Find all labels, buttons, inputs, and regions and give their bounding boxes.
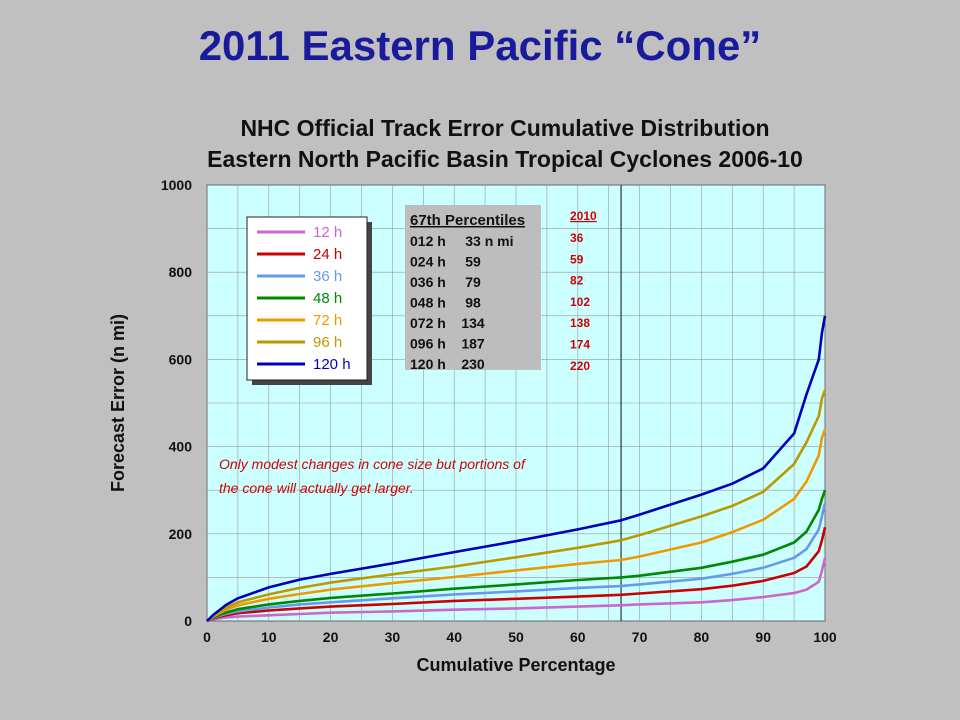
x-tick-label: 40 [446,629,462,645]
x-tick-label: 60 [570,629,586,645]
series-line-24h [206,526,827,623]
series-line-96h [206,389,827,622]
percentile-table-header: 67th Percentiles [410,212,525,229]
legend-label: 24 h [313,246,342,263]
legend-label: 48 h [313,290,342,307]
chart-title: NHC Official Track Error Cumulative Dist… [240,115,769,141]
series-line-120h [206,315,827,622]
year-column-value: 36 [570,231,584,245]
x-tick-label: 90 [755,629,771,645]
year-column-value: 102 [570,295,590,309]
x-tick-label: 100 [813,629,837,645]
annotation-line: the cone will actually get larger. [219,480,414,496]
x-tick-label: 50 [508,629,524,645]
percentile-row: 096 h 187 [410,336,485,352]
annotation-line: Only modest changes in cone size but por… [219,456,527,472]
y-tick-label: 200 [169,526,193,542]
legend-label: 120 h [313,356,351,373]
series-line-12h [206,557,827,623]
x-tick-label: 70 [632,629,648,645]
percentile-row: 012 h 33 n mi [410,233,514,249]
annotation: Only modest changes in cone size but por… [219,456,527,496]
x-tick-label: 10 [261,629,277,645]
series-line-36h [206,503,827,623]
series-line-48h [206,489,827,623]
legend-label: 72 h [313,312,342,329]
percentile-table [405,205,541,370]
legend-label: 96 h [313,334,342,351]
percentile-row: 072 h 134 [410,315,485,331]
year-column-header: 2010 [570,209,597,223]
chart-subtitle: Eastern North Pacific Basin Tropical Cyc… [207,146,803,172]
percentile-row: 120 h 230 [410,356,485,372]
year-column-value: 138 [570,316,590,330]
x-tick-label: 30 [385,629,401,645]
percentile-row: 036 h 79 [410,274,481,290]
percentile-row: 048 h 98 [410,295,481,311]
year-column-value: 82 [570,274,584,288]
year-column-value: 59 [570,252,584,266]
year-column-value: 220 [570,359,590,373]
legend-items: 12 h 24 h 36 h 48 h 72 h 96 h 120 h [257,224,351,373]
y-tick-label: 400 [169,439,193,455]
x-axis-label: Cumulative Percentage [416,655,615,675]
x-tick-label: 0 [203,629,211,645]
percentile-row: 024 h 59 [410,254,481,270]
legend-label: 12 h [313,224,342,241]
year-column-values: 36 59 82 102 138 174 220 [570,231,590,373]
y-axis-label: Forecast Error (n mi) [108,314,128,492]
slide-title: 2011 Eastern Pacific “Cone” [198,22,762,69]
y-tick-label: 0 [184,613,192,629]
series-line-72h [206,428,827,623]
percentile-rows: 012 h 33 n mi 024 h 59 036 h 79 048 h 98 072… [410,233,514,372]
x-tick-label: 20 [323,629,339,645]
year-column-value: 174 [570,338,590,352]
series-lines [206,315,827,623]
y-tick-label: 1000 [161,177,192,193]
x-tick-label: 80 [694,629,710,645]
legend-label: 36 h [313,268,342,285]
y-tick-label: 800 [169,264,193,280]
y-tick-label: 600 [169,351,193,367]
